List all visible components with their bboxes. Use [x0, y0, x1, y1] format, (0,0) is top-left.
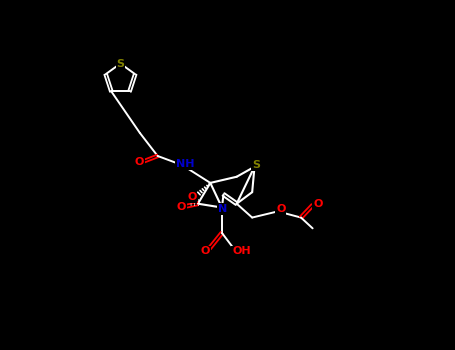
Text: OH: OH [232, 246, 251, 257]
Text: O: O [187, 192, 197, 202]
Text: NH: NH [176, 160, 195, 169]
Text: N: N [218, 204, 228, 214]
Text: O: O [177, 202, 187, 212]
Text: O: O [134, 157, 144, 167]
Text: |||: ||| [188, 199, 201, 206]
Text: S: S [252, 160, 260, 170]
Text: S: S [116, 58, 124, 69]
Text: O: O [313, 199, 323, 209]
Text: O: O [276, 204, 286, 214]
Text: O: O [201, 246, 210, 257]
